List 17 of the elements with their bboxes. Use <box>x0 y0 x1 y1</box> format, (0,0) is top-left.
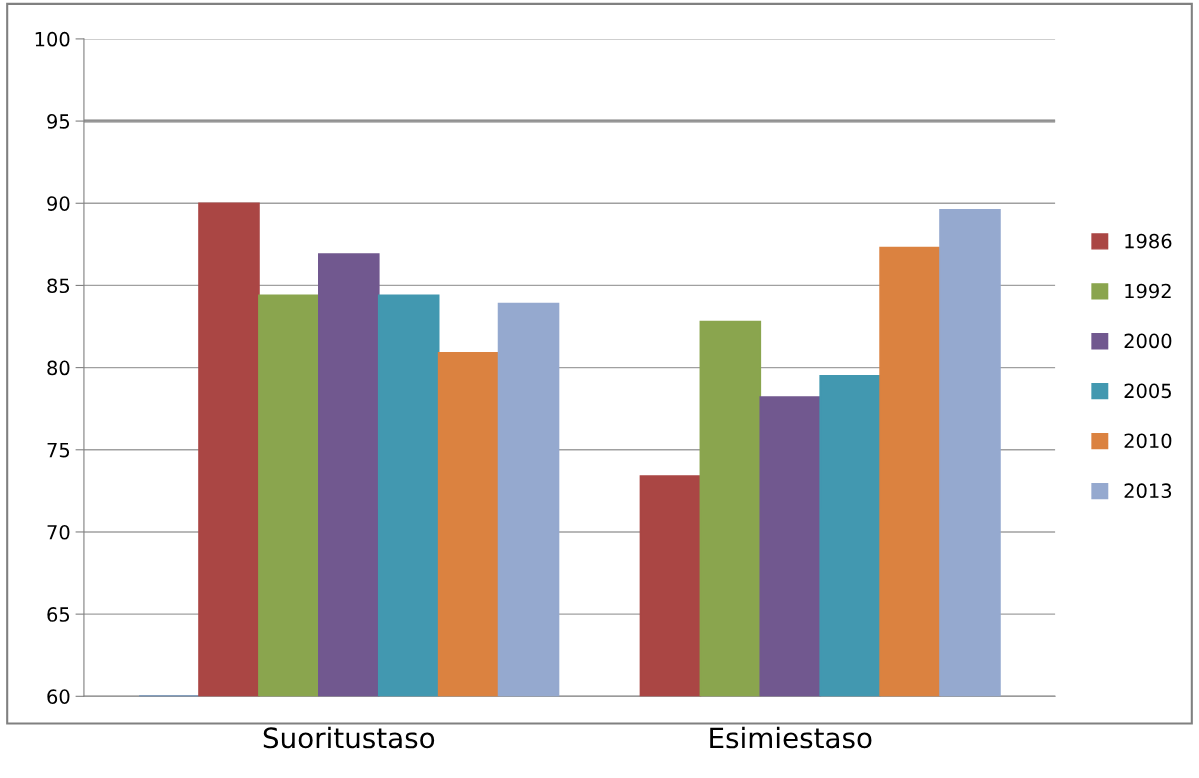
y-tick-label: 90 <box>47 196 70 211</box>
legend-label: 2000 <box>1124 333 1172 349</box>
y-tick-label: 75 <box>47 442 70 458</box>
legend-label: 2005 <box>1124 383 1171 399</box>
legend-label: 1986 <box>1125 233 1172 249</box>
x-tick-label: Esimiestaso <box>710 726 872 749</box>
y-tick-label: 85 <box>47 278 70 294</box>
legend-label: 2013 <box>1124 483 1172 499</box>
y-tick-label: 80 <box>47 360 70 376</box>
y-tick-label: 100 <box>35 31 70 47</box>
y-tick-label: 60 <box>47 689 70 704</box>
legend-label: 1992 <box>1125 283 1171 299</box>
legend-label: 2010 <box>1124 433 1172 449</box>
x-tick-label: Suoritustaso <box>263 726 435 749</box>
y-tick-label: 65 <box>47 607 70 622</box>
y-tick-label: 70 <box>47 524 70 540</box>
y-tick-label: 95 <box>47 114 70 129</box>
